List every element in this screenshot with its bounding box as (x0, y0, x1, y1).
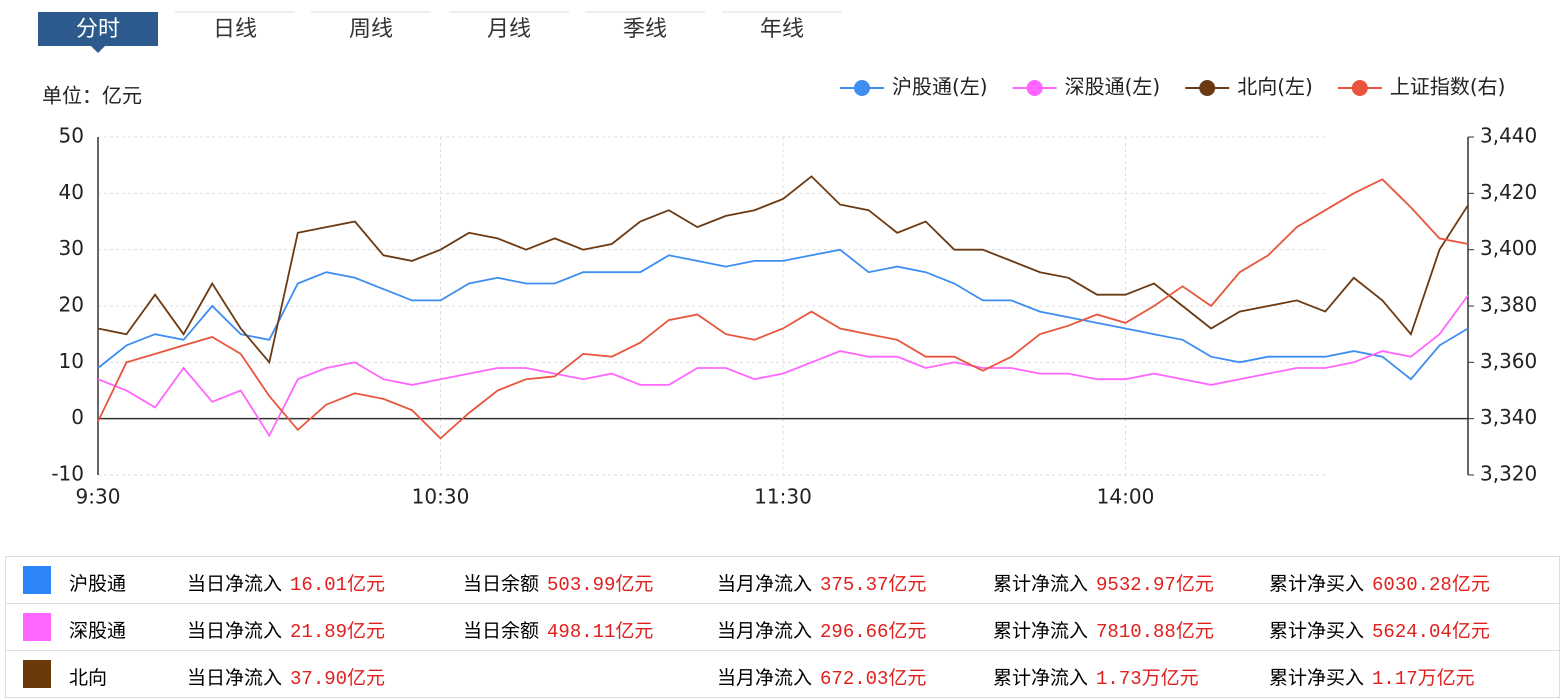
legend-label[interactable]: 沪股通(左) (892, 75, 988, 99)
cell-label: 当日净流入 (187, 620, 283, 642)
color-swatch (23, 613, 51, 641)
x-tick-label: 9:30 (76, 485, 121, 509)
y-tick-label: 10 (59, 349, 84, 373)
cell-value: 6030.28亿元 (1372, 574, 1490, 596)
table-row: 北向 当日净流入 37.90亿元 当月净流入 672.03亿元 累计净流入 1.73万亿元 累… (6, 650, 1559, 697)
cell-value: 16.01亿元 (290, 574, 386, 596)
tab-pointer (91, 46, 105, 53)
cell-value: 9532.97亿元 (1096, 574, 1214, 596)
legend-marker[interactable] (1026, 80, 1043, 96)
legend-label[interactable]: 上证指数(右) (1390, 75, 1506, 99)
cell-value: 7810.88亿元 (1096, 621, 1214, 643)
cell-label: 累计净流入 (993, 573, 1089, 595)
series-line (97, 175, 1469, 365)
y-tick-label: 40 (59, 180, 84, 204)
x-tick-label: 14:00 (1097, 485, 1155, 509)
row-name: 深股通 (69, 620, 127, 642)
y2-tick-label: 3,320 (1480, 462, 1537, 486)
tab[interactable]: 月线 (487, 17, 531, 42)
x-tick-label: 11:30 (754, 485, 812, 509)
table-row: 深股通 当日净流入 21.89亿元 当日余额 498.11亿元 当月净流入 296.66亿元… (6, 603, 1559, 650)
legend-label[interactable]: 深股通(左) (1065, 75, 1161, 99)
summary-table: 沪股通 当日净流入 16.01亿元 当日余额 503.99亿元 当月净流入 375.37亿元… (5, 556, 1560, 698)
cell-label: 累计净买入 (1269, 620, 1365, 642)
cell-value: 1.17万亿元 (1372, 668, 1475, 690)
series-line (97, 178, 1469, 440)
cell-value: 503.99亿元 (547, 574, 654, 596)
cell-label: 当日余额 (463, 573, 540, 595)
y-tick-label: 30 (59, 236, 84, 260)
legend-marker[interactable] (1199, 80, 1216, 96)
cell-value: 1.73万亿元 (1096, 668, 1199, 690)
tab[interactable]: 周线 (349, 17, 393, 42)
cell-label: 累计净流入 (993, 620, 1089, 642)
color-swatch (23, 660, 51, 688)
chart: 单位：亿元 分时 日线 周线 月线 季线 年线 -10 0 10 20 30 40 50 3,320 3,3… (38, 11, 1537, 509)
cell-label: 当日净流入 (187, 573, 283, 595)
y-tick-label: 0 (71, 405, 84, 429)
cell-value: 5624.04亿元 (1372, 621, 1490, 643)
cell-value: 498.11亿元 (547, 621, 654, 643)
cell-label: 当月净流入 (717, 620, 813, 642)
series-line (97, 248, 1469, 381)
cell-label: 当月净流入 (717, 667, 813, 689)
y2-tick-label: 3,340 (1480, 405, 1537, 429)
y2-tick-label: 3,420 (1480, 180, 1537, 204)
cell-value: 672.03亿元 (820, 668, 927, 690)
y2-tick-label: 3,360 (1480, 349, 1537, 373)
tab[interactable]: 分时 (76, 17, 120, 42)
legend-label[interactable]: 北向(左) (1237, 75, 1313, 99)
tab[interactable]: 日线 (213, 17, 257, 42)
row-name: 沪股通 (69, 573, 127, 595)
y2-tick-label: 3,400 (1480, 236, 1537, 260)
y-tick-label: 50 (59, 124, 84, 148)
cell-value: 375.37亿元 (820, 574, 927, 596)
y-tick-label: -10 (51, 462, 84, 486)
table-row: 沪股通 当日净流入 16.01亿元 当日余额 503.99亿元 当月净流入 375.37亿元… (6, 557, 1559, 603)
y-tick-label: 20 (59, 293, 84, 317)
tab[interactable]: 年线 (760, 17, 804, 42)
cell-value: 37.90亿元 (290, 668, 386, 690)
y2-tick-label: 3,440 (1480, 124, 1537, 148)
legend-marker[interactable] (1351, 80, 1368, 96)
tab-active-bg[interactable] (38, 12, 158, 46)
cell-value: 21.89亿元 (290, 621, 386, 643)
tab[interactable]: 季线 (623, 17, 667, 42)
cell-label: 累计净买入 (1269, 573, 1365, 595)
y2-tick-label: 3,380 (1480, 293, 1537, 317)
cell-label: 累计净买入 (1269, 667, 1365, 689)
color-swatch (23, 566, 51, 594)
cell-label: 累计净流入 (993, 667, 1089, 689)
unit-label: 单位：亿元 (42, 84, 142, 108)
cell-label: 当日余额 (463, 620, 540, 642)
cell-label: 当月净流入 (717, 573, 813, 595)
cell-label: 当日净流入 (187, 667, 283, 689)
cell-value: 296.66亿元 (820, 621, 927, 643)
legend-marker[interactable] (854, 80, 870, 96)
x-tick-label: 10:30 (412, 485, 470, 509)
series-line (97, 294, 1469, 438)
row-name: 北向 (69, 667, 108, 689)
